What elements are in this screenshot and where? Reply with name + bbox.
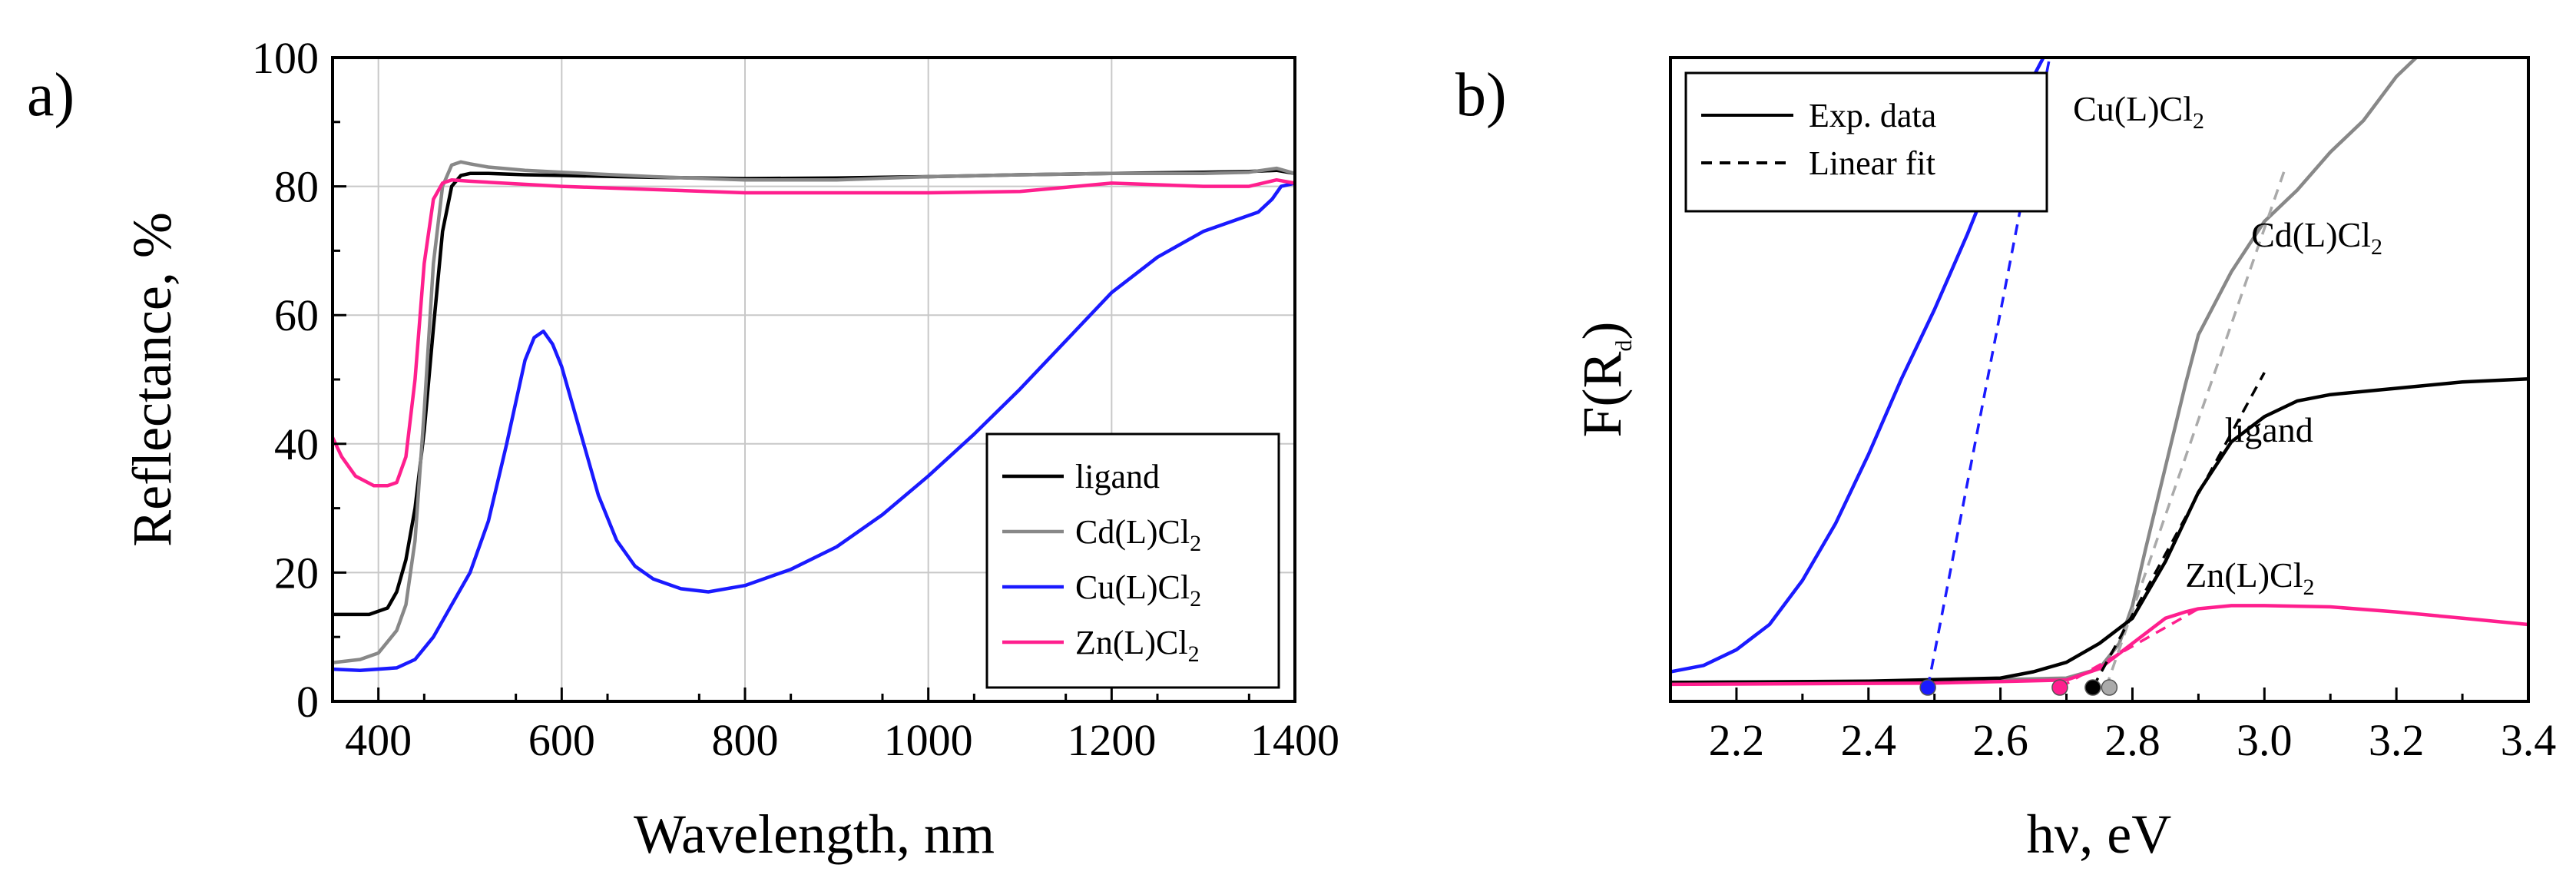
panel-b-legend-box [1684, 71, 2048, 213]
panel-a-label: a) [27, 61, 74, 129]
panel-a-ytick-label-0: 0 [296, 677, 319, 727]
panel-b-annotation-cu-l-cl2: Cu(L)Cl2 [2073, 89, 2204, 134]
panel-a-ytick-label-40: 40 [274, 419, 319, 469]
panel-b-xtick-label-3-4: 3.4 [2501, 715, 2557, 765]
panel-b-marker-zn-l-cl2-edge [2051, 679, 2068, 696]
panel-a-legend-label-zn-l-cl2: Zn(L)Cl2 [1075, 624, 1200, 667]
panel-a-ytick-label-100: 100 [252, 33, 319, 83]
panel-b-label: b) [1455, 61, 1507, 129]
panel-a-series-cd-l-cl2 [333, 160, 1295, 664]
panel-b-annotation-cd-l-cl2: Cd(L)Cl2 [2251, 215, 2382, 260]
panel-a-ytick-label-60: 60 [274, 290, 319, 340]
panel-b-legend-label-exp-data: Exp. data [1809, 97, 1936, 134]
panel-a-series-zn-l-cl2 [333, 177, 1295, 488]
panel-a-xtick-label-400: 400 [345, 715, 412, 765]
panel-b-xtick-label-2-4: 2.4 [1841, 715, 1897, 765]
panel-a-ytick-label-80: 80 [274, 162, 319, 212]
panel-b-ylabel-end: ) [1571, 321, 1633, 340]
panel-a-ylabel: Reflectance, % [121, 212, 183, 547]
panel-a-legend-label-ligand: ligand [1075, 458, 1160, 495]
panel-b-series-ligand [1670, 376, 2528, 684]
panel-a-xtick-label-1400: 1400 [1250, 715, 1339, 765]
panel-b-ylabel-sub: d [1611, 340, 1637, 351]
panel-b-legend-label-linear-fit: Linear fit [1809, 144, 1935, 182]
panel-b-xtick-label-2-8: 2.8 [2104, 715, 2160, 765]
panel-a-series-cu-l-cl2 [333, 181, 1295, 673]
panel-a-xtick-label-1200: 1200 [1067, 715, 1156, 765]
panel-b-edge-markers [1919, 679, 2118, 696]
panel-b-ylabel-main: F(R [1571, 351, 1633, 437]
panel-b-legend: Exp. data Linear fit [1684, 71, 2048, 213]
panel-b-legend-entries: Exp. data Linear fit [1701, 97, 1936, 182]
panel-b-marker-cu-l-cl2-edge [1919, 679, 1936, 696]
panel-b-annotation-zn-l-cl2: Zn(L)Cl2 [2185, 555, 2314, 600]
panel-a-legend-label-cd-l-cl2: Cd(L)Cl2 [1075, 513, 1201, 556]
panel-b-series-zn-l-cl2 [1670, 604, 2528, 687]
panel-b-xtick-label-3-2: 3.2 [2369, 715, 2425, 765]
panel-a-xtick-label-1000: 1000 [884, 715, 973, 765]
panel-b-marker-ligand-edge [2084, 679, 2101, 696]
panel-b-annotation-ligand: ligand [2225, 410, 2313, 449]
panel-b-xtick-label-3-0: 3.0 [2237, 715, 2293, 765]
panel-a-xtick-label-600: 600 [528, 715, 595, 765]
panel-b-marker-cd-l-cl2-edge [2101, 679, 2118, 696]
panel-a-legend: ligand Cd(L)Cl2 Cu(L)Cl2 Zn(L)Cl2 [985, 432, 1280, 689]
panel-a-ytick-label-20: 20 [274, 548, 319, 598]
panel-b-frame [1669, 56, 2530, 703]
panel-b-xlabel: hν, eV [2027, 804, 2172, 865]
panel-b-series-ligand-fit [2091, 372, 2266, 688]
panel-a-xtick-label-800: 800 [712, 715, 779, 765]
panel-b-xtick-label-2-6: 2.6 [1972, 715, 2028, 765]
panel-b-ticks: 2.2 2.4 2.6 2.8 3.0 3.2 3.4 [1669, 688, 2557, 765]
panel-a-ticks: 400 600 800 1000 1200 1400 0 20 40 60 80 100 [252, 33, 1339, 765]
panel-a-legend-label-cu-l-cl2: Cu(L)Cl2 [1075, 568, 1201, 611]
panel-a-legend-entries: ligand Cd(L)Cl2 Cu(L)Cl2 Zn(L)Cl2 [1002, 458, 1201, 667]
panel-a-series [333, 160, 1295, 673]
panel-a-xlabel: Wavelength, nm [634, 804, 995, 865]
panel-b-xtick-label-2-2: 2.2 [1709, 715, 1765, 765]
panel-b-series-zn-l-cl2-fit [2059, 607, 2200, 689]
panel-b-annotations: Cu(L)Cl2 Cd(L)Cl2 ligand Zn(L)Cl2 [2073, 89, 2382, 600]
panel-b-ylabel: F(Rd) [1571, 321, 1637, 437]
